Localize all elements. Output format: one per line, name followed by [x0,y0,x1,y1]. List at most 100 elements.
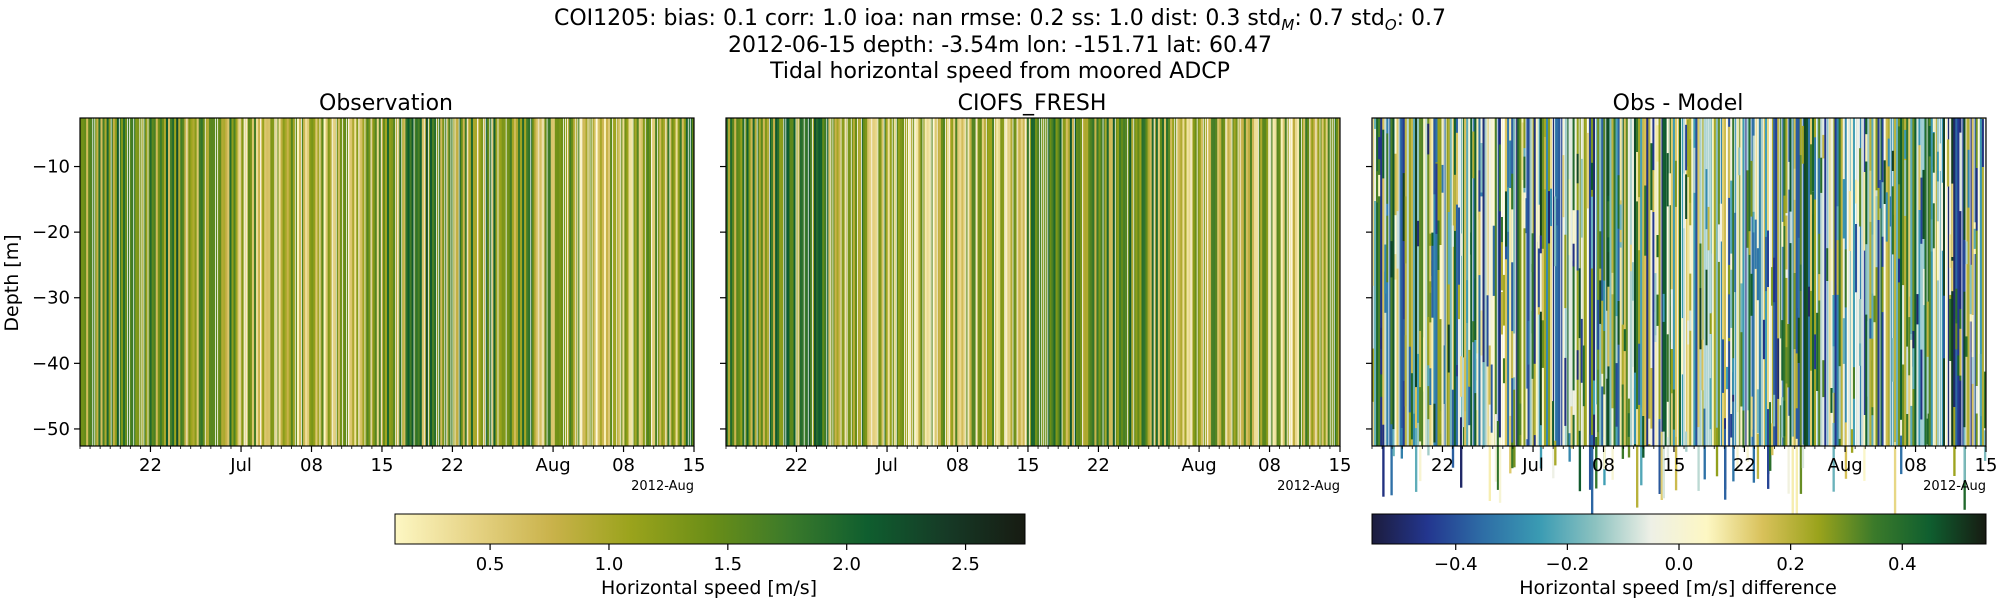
heatmap-column [1443,118,1446,446]
heatmap-cell [1500,242,1504,291]
heatmap-column [106,118,109,446]
heatmap-column [384,118,388,446]
heatmap-cell [1959,328,1962,376]
heatmap-column [752,118,755,446]
heatmap-cell [1750,160,1753,217]
heatmap-cell [1949,234,1952,268]
heatmap-column [1523,118,1526,446]
heatmap-column [221,118,224,446]
heatmap-cell [1738,147,1741,176]
heatmap-column [659,118,662,446]
data-gap [1965,118,1967,446]
heatmap-column [1190,118,1193,446]
heatmap-column [1791,118,1794,446]
data-gap [1605,118,1607,446]
heatmap-column [902,118,905,446]
data-gap [844,118,846,446]
heatmap-column [534,118,537,446]
heatmap-column [1879,118,1882,446]
heatmap-cell [1955,288,1958,324]
heatmap-cell [1482,371,1485,448]
heatmap-column [895,118,899,446]
data-gap [1231,118,1233,446]
heatmap-cell [1419,330,1422,388]
data-gap [1309,118,1311,446]
heatmap-column [161,118,165,446]
heatmap-cell [1568,179,1571,256]
heatmap-column [294,118,298,446]
heatmap-column [151,118,154,446]
heatmap-cell [1414,387,1418,430]
heatmap-column [1572,118,1575,446]
heatmap-column [848,118,852,446]
colorbar-tick-label: 0.0 [1665,554,1694,575]
heatmap-column [466,118,470,446]
heatmap-column [1421,118,1424,446]
heatmap-cell [1527,320,1530,365]
heatmap-column [112,118,116,446]
heatmap-cell [1539,425,1543,469]
heatmap-column [125,118,128,446]
heatmap-column [1249,118,1253,446]
heatmap-column [766,118,770,446]
heatmap-cell [1572,210,1575,262]
heatmap-column [1511,118,1514,446]
data-gap [1496,118,1498,446]
heatmap-column [601,118,605,446]
heatmap-column [1840,118,1844,446]
heatmap-column [1826,118,1829,446]
heatmap-column [1241,118,1245,446]
heatmap-column [1161,118,1165,446]
heatmap-column [996,118,999,446]
heatmap-column [1701,118,1704,446]
heatmap-column [1227,118,1230,446]
heatmap-cell [1936,221,1940,281]
heatmap-cell [1386,133,1389,204]
heatmap-column [120,118,124,446]
heatmap-cell [1812,191,1815,271]
heatmap-cell [1785,215,1788,270]
data-gap [1331,118,1333,446]
heatmap-column [86,118,89,446]
heatmap-cell [1938,143,1942,171]
heatmap-column [432,118,435,446]
heatmap-cell [1656,125,1659,162]
heatmap-column [487,118,490,446]
heatmap-cell [1943,295,1946,359]
heatmap-column [483,118,486,446]
heatmap-cell [1730,269,1733,328]
x-tick-label: 22 [1733,455,1756,476]
heatmap-column [1687,118,1690,446]
heatmap-column [648,118,652,446]
heatmap-cell [1511,331,1514,379]
data-gap [243,118,245,446]
data-gap [565,118,566,446]
heatmap-column [746,118,749,446]
heatmap-cell [1865,134,1868,162]
heatmap-column [1601,118,1604,446]
heatmap-column [1294,118,1298,446]
heatmap-cell [1380,374,1383,397]
data-gap [891,118,893,446]
heatmap-column [1760,118,1764,446]
heatmap-column [493,118,496,446]
data-gap [1973,118,1975,446]
heatmap-column [971,118,974,446]
heatmap-column [1319,118,1322,446]
data-gap [1102,118,1104,446]
data-gap [346,118,347,446]
heatmap-cell [1793,168,1796,200]
heatmap-column [231,118,234,446]
heatmap-cell [1973,228,1977,249]
heatmap-cell [1963,427,1966,481]
heatmap-column [280,118,283,446]
heatmap-column [1981,118,1985,446]
heatmap-column [456,118,459,446]
heatmap-cell [1541,248,1545,321]
heatmap-column [1621,118,1625,446]
heatmap-column [1264,118,1267,446]
heatmap-column [908,118,911,446]
data-gap [215,118,216,446]
heatmap-column [1073,118,1077,446]
